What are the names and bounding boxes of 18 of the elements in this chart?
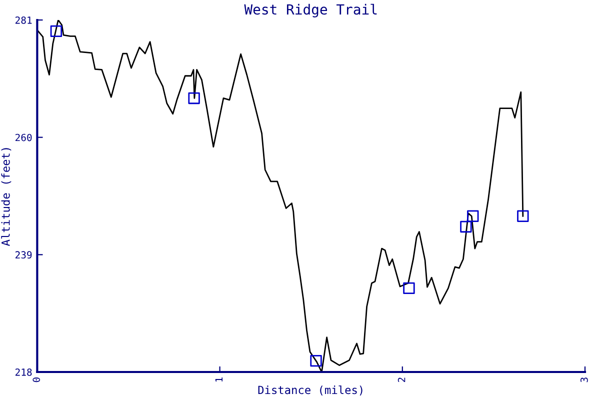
y-tick-label: 239 — [16, 251, 32, 259]
y-tick-label: 281 — [16, 16, 32, 24]
y-tick-label: 218 — [16, 368, 32, 376]
x-tick-label: 3 — [580, 378, 588, 382]
x-tick-label: 2 — [398, 378, 406, 382]
point — [467, 210, 479, 222]
x-tick-label: 0 — [32, 377, 40, 382]
x-tick-label: 1 — [215, 378, 223, 382]
y-axis-title: Altitude (feet) — [1, 148, 12, 246]
y-tick-label: 260 — [16, 134, 32, 142]
chart-title: West Ridge Trail — [244, 4, 377, 18]
point — [460, 220, 472, 233]
point — [188, 92, 200, 104]
point — [50, 25, 62, 38]
point — [310, 354, 322, 367]
point — [403, 282, 415, 294]
x-axis-title: Distance (miles) — [258, 385, 362, 396]
point — [517, 210, 529, 222]
